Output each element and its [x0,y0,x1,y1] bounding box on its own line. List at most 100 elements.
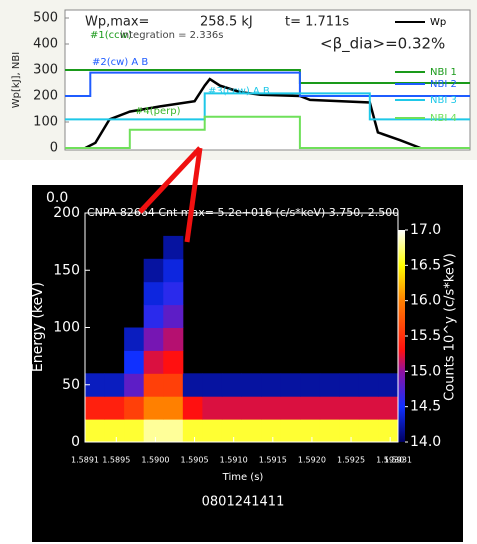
heatmap-cell [202,419,222,442]
y-axis-label: Energy (keV) [30,282,46,372]
heatmap-cell [105,373,125,396]
heatmap-cell [242,419,262,442]
heatmap-cell [105,419,125,442]
heatmap-cell [144,305,164,328]
colorbar-tick-label: 15.0 [410,363,441,379]
heatmap-cell [144,350,164,373]
colorbar-tick-label: 17.0 [410,222,441,238]
heatmap-cell [124,419,144,442]
x-tick-label: 1.5910 [220,456,248,465]
heatmap-cell [183,419,203,442]
heatmap-cell [339,419,359,442]
colorbar-tick-label: 16.5 [410,257,441,273]
heatmap-cell [144,373,164,396]
heatmap-cell [300,373,320,396]
y-tick-label: 200 [33,89,58,104]
heatmap-cell [163,328,183,351]
annotation: #4(perp) [135,106,181,117]
heatmap-cell [163,259,183,282]
heatmap-cell [124,373,144,396]
x-tick-label: 1.5905 [181,456,209,465]
y-tick-label: 300 [33,63,58,78]
heatmap-cell [202,373,222,396]
y-tick-label: 100 [53,320,80,336]
heatmap-cell [359,396,379,419]
x-tick-label: 1.5895 [102,456,130,465]
x-tick-label: 1.5925 [337,456,365,465]
y-tick-label: 0 [50,141,58,156]
heatmap-cell [320,419,340,442]
heatmap-cell [163,350,183,373]
annotation: <β_dia>=0.32% [320,35,445,54]
legend-label: NBI 2 [430,79,457,90]
heatmap-cell [300,419,320,442]
heatmap-cell [242,373,262,396]
heatmap-cell [144,396,164,419]
heatmap-cell [281,419,301,442]
annotation: t= 1.711s [285,15,349,30]
heatmap-cell [124,328,144,351]
heatmap-cell [320,373,340,396]
heatmap-cell [222,419,242,442]
heatmap-cell [183,373,203,396]
heatmap-cell [144,282,164,305]
heatmap-cell [281,396,301,419]
heatmap-cell [124,350,144,373]
y-tick-label: 50 [62,377,80,393]
x-tick-label: 1.5891 [71,456,99,465]
x-axis-label: Time (s) [222,472,264,483]
heatmap-cell [261,419,281,442]
heatmap-cell [202,396,222,419]
annotation: integration = 2.336s [120,30,224,41]
heatmap-cell [105,396,125,419]
y-tick-label: 400 [33,37,58,52]
heatmap-cell [261,373,281,396]
heatmap-cell [300,396,320,419]
footer: 0801241411 [202,495,285,510]
corner-label: 0.0 [46,190,68,206]
annotation: #3(ccw) A B [208,86,270,97]
x-tick-label: 1.5920 [298,456,326,465]
heatmap-cell [163,282,183,305]
annotation: 258.5 kJ [200,15,253,30]
heatmap-cell [124,396,144,419]
heatmap-cell [163,373,183,396]
heatmap-cell [144,259,164,282]
heatmap-cell [222,396,242,419]
heatmap-cell [222,373,242,396]
y-tick-label: 100 [33,115,58,130]
heatmap-cell [163,305,183,328]
heatmap-cell [144,328,164,351]
heatmap-cell [339,396,359,419]
colorbar [398,230,405,442]
y-tick-label: 500 [33,11,58,26]
heatmap-cell [261,396,281,419]
colorbar-tick-label: 15.5 [410,328,441,344]
heatmap-cell [378,396,398,419]
colorbar-tick-label: 16.0 [410,293,441,309]
y-tick-label: 200 [53,205,80,221]
colorbar-tick-label: 14.0 [410,434,441,450]
annotation: #2(cw) A B [92,57,148,68]
legend-label: NBI 3 [430,95,457,106]
heatmap-cell [320,396,340,419]
heatmap-cell [163,419,183,442]
heatmap-cell [281,373,301,396]
colorbar-tick-label: 14.5 [410,399,441,415]
heatmap-cell [85,396,105,419]
y-axis-label: Wp[kJ], NBI [11,52,22,108]
heatmap-cell [163,236,183,259]
legend-label: Wp [430,17,446,28]
colorbar-label: Counts 10^y (c/s*keV) [443,253,458,401]
heatmap-cell [378,373,398,396]
x-tick-label: 1.5900 [141,456,169,465]
heatmap-cell [359,373,379,396]
heatmap-cell [163,396,183,419]
y-tick-label: 0 [71,434,80,450]
heatmap-cell [378,419,398,442]
legend-label: NBI 4 [430,113,457,124]
annotation: Wp,max= [85,15,149,30]
heatmap-cell [85,419,105,442]
